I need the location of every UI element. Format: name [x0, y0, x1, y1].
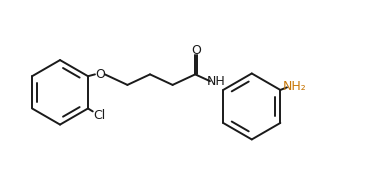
Text: NH: NH [207, 75, 226, 88]
Text: O: O [191, 44, 201, 57]
Text: Cl: Cl [93, 108, 105, 122]
Text: O: O [95, 68, 105, 81]
Text: NH₂: NH₂ [283, 80, 307, 93]
